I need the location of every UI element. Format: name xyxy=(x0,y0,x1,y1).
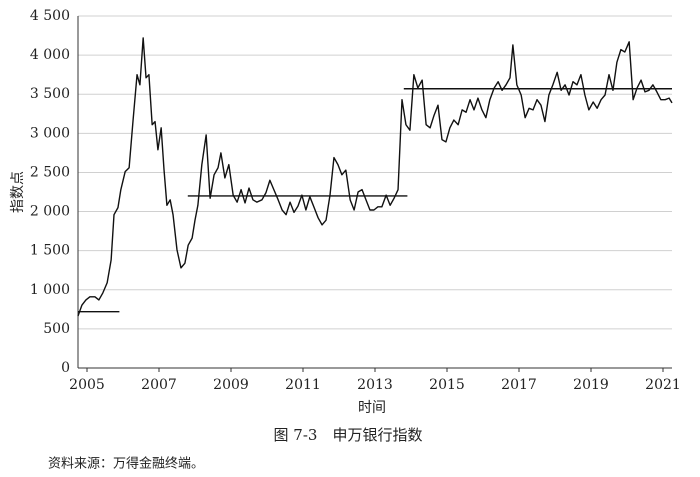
x-tick-label: 2005 xyxy=(69,377,105,393)
y-tick-label: 4 000 xyxy=(30,47,70,63)
y-tick-label: 1 500 xyxy=(30,243,70,259)
y-tick-label: 2 000 xyxy=(30,204,70,220)
x-tick-label: 2009 xyxy=(213,377,249,393)
y-tick-label: 500 xyxy=(43,321,70,337)
y-tick-label: 3 000 xyxy=(30,125,70,141)
x-tick-label: 2013 xyxy=(357,377,393,393)
x-tick-label: 2015 xyxy=(429,377,465,393)
x-tick-label: 2021 xyxy=(645,377,681,393)
x-axis-label: 时间 xyxy=(358,400,386,416)
index-line xyxy=(77,37,673,317)
x-tick-label: 2011 xyxy=(285,377,321,393)
x-tick-label: 2007 xyxy=(141,377,177,393)
y-tick-label: 1 000 xyxy=(30,282,70,298)
y-tick-label: 2 500 xyxy=(30,164,70,180)
y-tick-label: 4 500 xyxy=(30,8,70,24)
x-tick-label: 2017 xyxy=(501,377,537,393)
y-axis-label: 指数点 xyxy=(10,171,26,213)
caption: 图 7-3 申万银行指数 xyxy=(274,426,423,444)
source-note: 资料来源：万得金融终端。 xyxy=(48,456,204,472)
y-tick-label: 0 xyxy=(61,360,70,376)
y-tick-label: 3 500 xyxy=(30,86,70,102)
x-tick-label: 2019 xyxy=(573,377,609,393)
